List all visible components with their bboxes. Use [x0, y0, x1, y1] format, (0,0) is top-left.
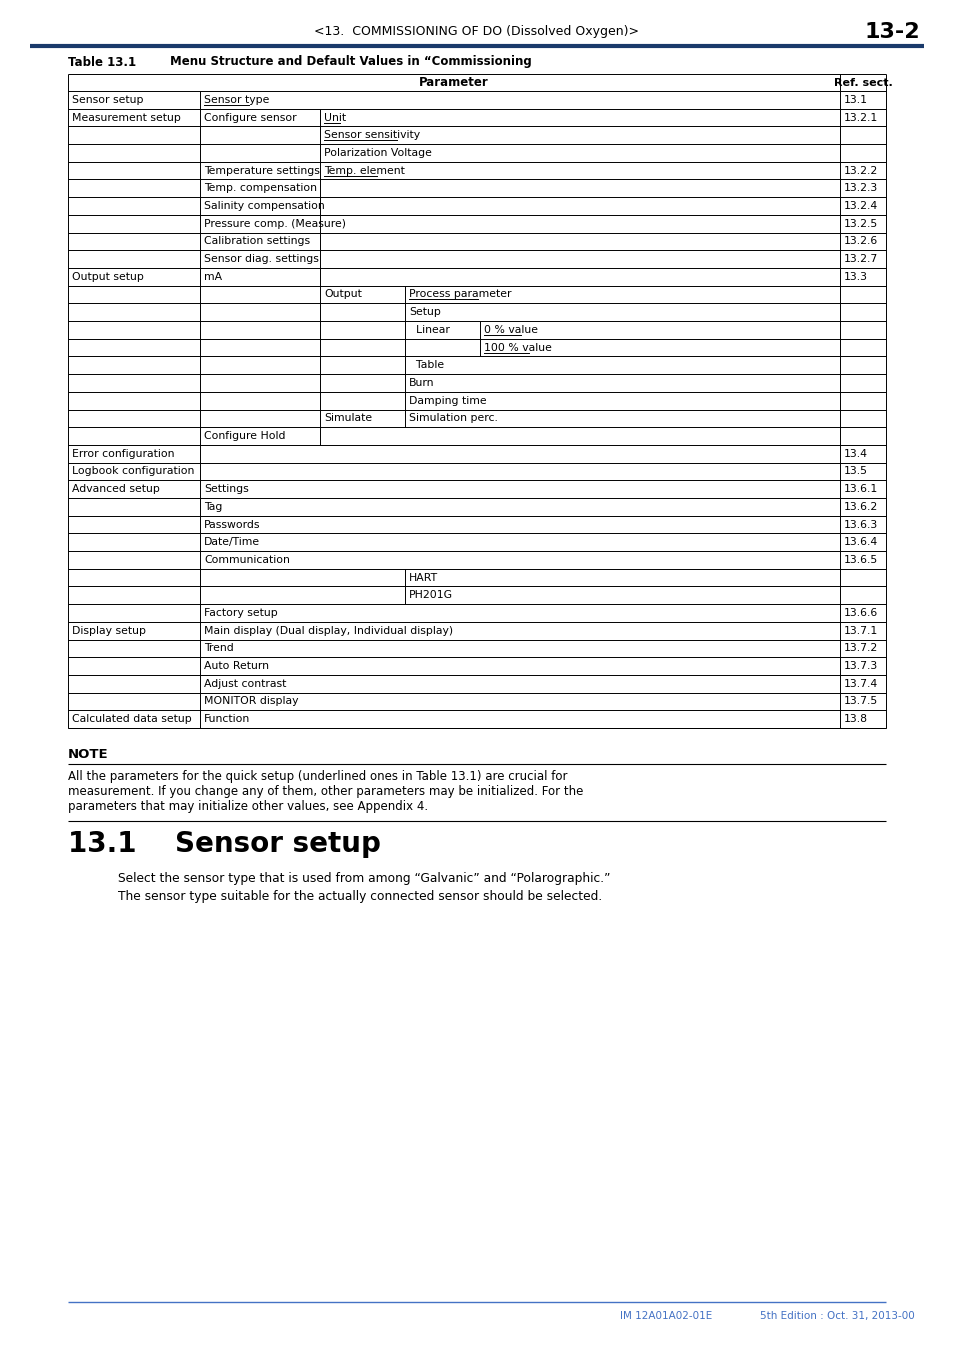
Text: Sensor diag. settings: Sensor diag. settings: [204, 254, 318, 265]
Text: 13.2.5: 13.2.5: [843, 219, 878, 228]
Text: 13.8: 13.8: [843, 714, 867, 724]
Text: 5th Edition : Oct. 31, 2013-00: 5th Edition : Oct. 31, 2013-00: [760, 1311, 914, 1322]
Text: 13.1    Sensor setup: 13.1 Sensor setup: [68, 830, 380, 859]
Text: Simulation perc.: Simulation perc.: [409, 413, 497, 424]
Text: 13.2.4: 13.2.4: [843, 201, 878, 211]
Text: Linear: Linear: [409, 325, 450, 335]
Text: Factory setup: Factory setup: [204, 608, 277, 618]
Text: Setup: Setup: [409, 308, 440, 317]
Text: Output setup: Output setup: [71, 271, 144, 282]
Text: All the parameters for the quick setup (underlined ones in Table 13.1) are cruci: All the parameters for the quick setup (…: [68, 769, 567, 783]
Text: Function: Function: [204, 714, 250, 724]
Text: HART: HART: [409, 572, 437, 583]
Text: Measurement setup: Measurement setup: [71, 112, 181, 123]
Text: Trend: Trend: [204, 644, 233, 653]
Text: 13.2.7: 13.2.7: [843, 254, 878, 265]
Text: 13.1: 13.1: [843, 95, 867, 105]
Text: 13.5: 13.5: [843, 467, 867, 477]
Text: IM 12A01A02-01E: IM 12A01A02-01E: [619, 1311, 712, 1322]
Text: Sensor type: Sensor type: [204, 95, 269, 105]
Text: measurement. If you change any of them, other parameters may be initialized. For: measurement. If you change any of them, …: [68, 784, 583, 798]
Text: PH201G: PH201G: [409, 590, 453, 601]
Text: Parameter: Parameter: [418, 76, 488, 89]
Text: Date/Time: Date/Time: [204, 537, 260, 547]
Text: Configure sensor: Configure sensor: [204, 112, 296, 123]
Text: Temp. element: Temp. element: [324, 166, 404, 176]
Text: 13.2.1: 13.2.1: [843, 112, 878, 123]
Text: Process parameter: Process parameter: [409, 289, 511, 300]
Text: Error configuration: Error configuration: [71, 448, 174, 459]
Text: Settings: Settings: [204, 485, 249, 494]
Text: Sensor setup: Sensor setup: [71, 95, 143, 105]
Text: Configure Hold: Configure Hold: [204, 431, 285, 441]
Text: 13.3: 13.3: [843, 271, 867, 282]
Text: Damping time: Damping time: [409, 396, 486, 405]
Text: NOTE: NOTE: [68, 748, 109, 761]
Text: MONITOR display: MONITOR display: [204, 697, 298, 706]
Text: 13.6.6: 13.6.6: [843, 608, 878, 618]
Text: 13.2.2: 13.2.2: [843, 166, 878, 176]
Text: Polarization Voltage: Polarization Voltage: [324, 148, 432, 158]
Text: parameters that may initialize other values, see Appendix 4.: parameters that may initialize other val…: [68, 801, 428, 813]
Text: Table: Table: [409, 360, 444, 370]
Text: Temperature settings: Temperature settings: [204, 166, 319, 176]
Text: Auto Return: Auto Return: [204, 662, 269, 671]
Text: 13.6.3: 13.6.3: [843, 520, 878, 529]
Text: Display setup: Display setup: [71, 625, 146, 636]
Text: 13.6.2: 13.6.2: [843, 502, 878, 512]
Text: Unit: Unit: [324, 112, 346, 123]
Text: Adjust contrast: Adjust contrast: [204, 679, 286, 688]
Text: <13.  COMMISSIONING OF DO (Dissolved Oxygen)>: <13. COMMISSIONING OF DO (Dissolved Oxyg…: [314, 26, 639, 39]
Text: Calculated data setup: Calculated data setup: [71, 714, 192, 724]
Text: Tag: Tag: [204, 502, 222, 512]
Text: Communication: Communication: [204, 555, 290, 564]
Text: Pressure comp. (Measure): Pressure comp. (Measure): [204, 219, 346, 228]
Text: Salinity compensation: Salinity compensation: [204, 201, 324, 211]
Text: Calibration settings: Calibration settings: [204, 236, 310, 247]
Text: Sensor sensitivity: Sensor sensitivity: [324, 130, 419, 140]
Text: 13.6.4: 13.6.4: [843, 537, 878, 547]
Text: Ref. sect.: Ref. sect.: [833, 77, 891, 88]
Text: 13.7.2: 13.7.2: [843, 644, 878, 653]
Text: 13.2.3: 13.2.3: [843, 184, 878, 193]
Text: Menu Structure and Default Values in “Commissioning: Menu Structure and Default Values in “Co…: [170, 55, 531, 69]
Text: 13-2: 13-2: [863, 22, 919, 42]
Text: Simulate: Simulate: [324, 413, 372, 424]
Text: 13.7.4: 13.7.4: [843, 679, 878, 688]
Text: Temp. compensation: Temp. compensation: [204, 184, 316, 193]
Text: Main display (Dual display, Individual display): Main display (Dual display, Individual d…: [204, 625, 453, 636]
Text: 0 % value: 0 % value: [483, 325, 537, 335]
Text: 13.6.5: 13.6.5: [843, 555, 878, 564]
Text: Burn: Burn: [409, 378, 434, 387]
Text: The sensor type suitable for the actually connected sensor should be selected.: The sensor type suitable for the actuall…: [118, 890, 601, 903]
Text: 13.4: 13.4: [843, 448, 867, 459]
Text: 100 % value: 100 % value: [483, 343, 551, 352]
Text: 13.6.1: 13.6.1: [843, 485, 878, 494]
Text: 13.7.3: 13.7.3: [843, 662, 878, 671]
Text: mA: mA: [204, 271, 222, 282]
Text: Select the sensor type that is used from among “Galvanic” and “Polarographic.”: Select the sensor type that is used from…: [118, 872, 610, 886]
Text: Logbook configuration: Logbook configuration: [71, 467, 194, 477]
Text: Passwords: Passwords: [204, 520, 260, 529]
Text: Output: Output: [324, 289, 361, 300]
Text: 13.7.5: 13.7.5: [843, 697, 878, 706]
Text: 13.7.1: 13.7.1: [843, 625, 878, 636]
Text: Table 13.1: Table 13.1: [68, 55, 136, 69]
Text: Advanced setup: Advanced setup: [71, 485, 160, 494]
Text: 13.2.6: 13.2.6: [843, 236, 878, 247]
